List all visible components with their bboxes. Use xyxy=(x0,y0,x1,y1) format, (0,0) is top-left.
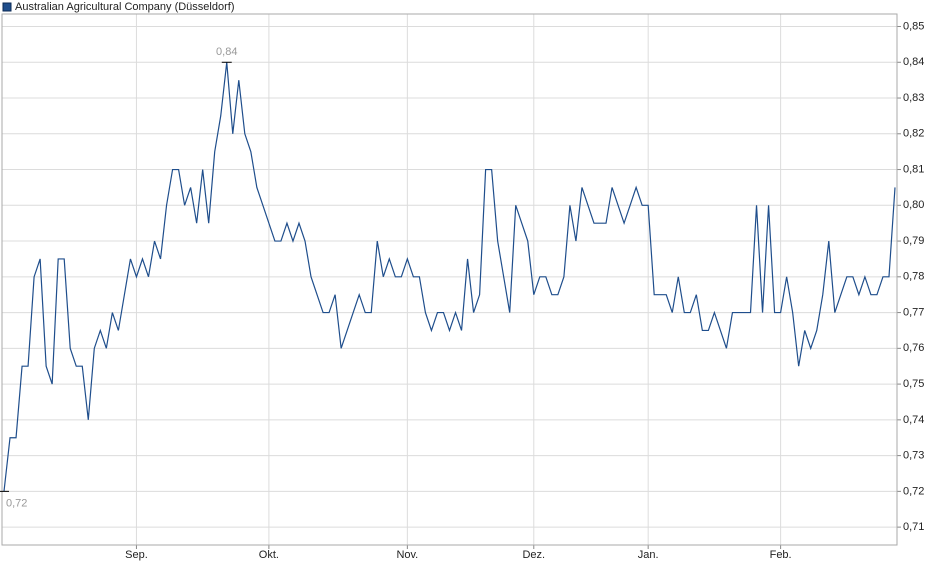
y-tick-label: 0,71 xyxy=(903,521,924,533)
y-tick-label: 0,81 xyxy=(903,163,924,175)
annotation-label: 0,72 xyxy=(6,497,27,509)
x-tick-label: Sep. xyxy=(125,549,148,561)
legend-label: Australian Agricultural Company (Düsseld… xyxy=(15,1,234,13)
x-tick-label: Okt. xyxy=(259,549,279,561)
x-tick-label: Jan. xyxy=(638,549,659,561)
y-tick-label: 0,73 xyxy=(903,450,924,462)
x-tick-label: Feb. xyxy=(770,549,792,561)
y-tick-label: 0,72 xyxy=(903,485,924,497)
y-tick-label: 0,75 xyxy=(903,378,924,390)
series-line xyxy=(3,62,896,492)
y-tick-label: 0,79 xyxy=(903,235,924,247)
x-tick-label: Dez. xyxy=(522,549,545,561)
y-tick-label: 0,83 xyxy=(903,92,924,104)
y-tick-label: 0,77 xyxy=(903,306,924,318)
x-tick-label: Nov. xyxy=(396,549,418,561)
y-tick-label: 0,76 xyxy=(903,342,924,354)
y-tick-label: 0,74 xyxy=(903,414,924,426)
y-tick-label: 0,85 xyxy=(903,20,924,32)
annotation-label: 0,84 xyxy=(216,46,237,58)
y-tick-label: 0,82 xyxy=(903,128,924,140)
y-tick-label: 0,78 xyxy=(903,271,924,283)
y-tick-label: 0,84 xyxy=(903,56,924,68)
legend-swatch xyxy=(2,2,12,12)
plot-frame xyxy=(1,13,898,546)
y-tick-label: 0,80 xyxy=(903,199,924,211)
